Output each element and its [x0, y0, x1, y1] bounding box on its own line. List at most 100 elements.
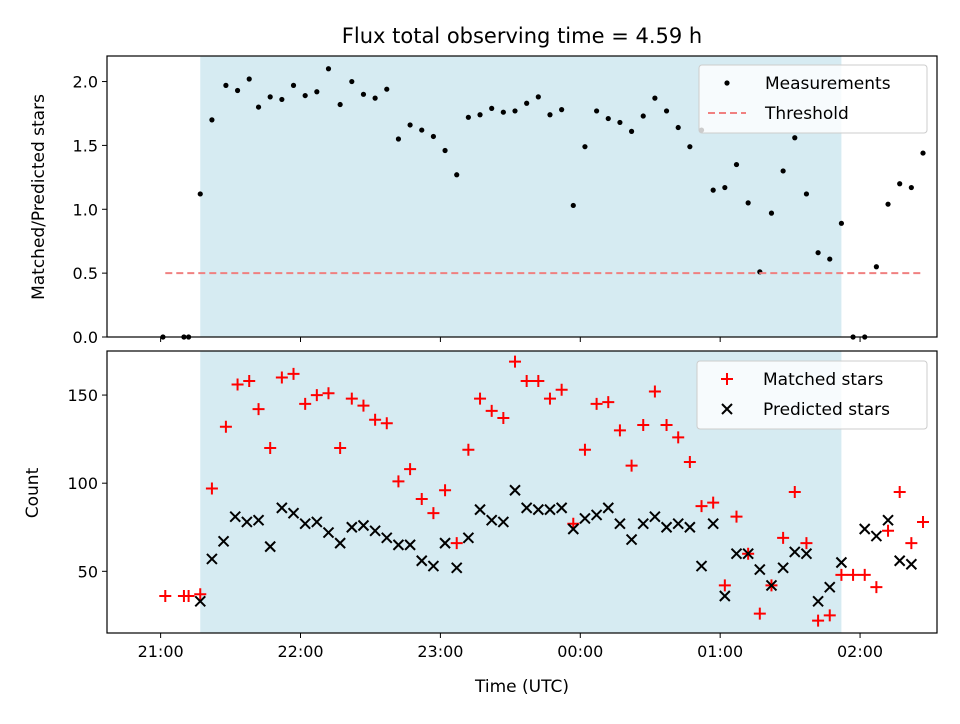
bottom-legend: Matched stars Predicted stars [696, 360, 928, 430]
y-tick-label-0-0: 0.0 [73, 328, 98, 347]
matched-stars-point [392, 475, 405, 488]
matched-stars-point [194, 588, 207, 601]
measurements-point [512, 108, 518, 114]
measurements-point [290, 82, 297, 88]
y-tick-label-1-2: 150 [67, 386, 98, 405]
matched-stars-point [788, 486, 801, 498]
predicted-stars-point [334, 537, 346, 549]
measurements-point [768, 210, 775, 216]
predicted-stars-point [649, 510, 661, 523]
measurements-point [489, 105, 495, 111]
predicted-stars-point [485, 514, 498, 526]
matched-stars-point [812, 614, 825, 627]
matched-stars-point [462, 443, 475, 456]
matched-stars-point [404, 463, 417, 476]
measurements-point [372, 95, 378, 101]
legend-label-measurements: Measurements [765, 74, 891, 94]
measurements-point [314, 89, 320, 95]
predicted-stars-point [824, 581, 836, 593]
matched-stars-point [590, 397, 603, 410]
measurements-point [745, 200, 751, 206]
matched-stars-point [648, 385, 661, 398]
measurements-point [395, 136, 402, 142]
predicted-stars-point [241, 516, 253, 528]
matched-stars-point [231, 378, 244, 391]
predicted-stars-point [392, 539, 405, 551]
legend-label-matched-stars: Matched stars [763, 370, 883, 390]
predicted-stars-point [555, 502, 568, 514]
matched-stars-point [497, 411, 510, 424]
predicted-stars-point [684, 521, 696, 533]
matched-stars-point [485, 404, 498, 417]
predicted-stars-point [369, 525, 381, 537]
measurements-point [920, 150, 926, 156]
predicted-stars-point [276, 502, 288, 514]
measurements-point [640, 113, 646, 119]
measurements-point [337, 101, 343, 108]
measurements-point [477, 112, 483, 118]
matched-stars-point [532, 374, 545, 387]
predicted-stars-point [474, 503, 486, 516]
measurements-point [246, 76, 252, 82]
predicted-stars-point [695, 560, 708, 572]
matched-stars-point [905, 537, 918, 550]
predicted-stars-point [299, 518, 311, 530]
matched-stars-point [613, 424, 626, 437]
predicted-stars-point [614, 518, 626, 530]
predicted-stars-point [381, 532, 393, 544]
predicted-stars-point [812, 595, 824, 607]
predicted-stars-point [544, 503, 556, 516]
matched-stars-point [243, 374, 256, 387]
predicted-stars-point [602, 502, 614, 514]
matched-stars-point [602, 396, 615, 409]
matched-stars-point [299, 397, 312, 410]
matched-stars-point [427, 507, 440, 520]
top-y-axis-label: Matched/Predicted stars [29, 94, 49, 300]
predicted-stars-point [532, 503, 545, 516]
y-tick-label-0-4: 2.0 [73, 73, 98, 92]
predicted-stars-point [206, 553, 218, 565]
matched-stars-point [683, 456, 696, 469]
matched-stars-point [917, 515, 930, 528]
top-legend: Measurements Threshold [698, 64, 928, 134]
measurements-point [442, 147, 448, 154]
bottom-y-axis-label: Count [23, 467, 43, 518]
measurements-point [349, 78, 355, 85]
measurements-point [465, 114, 471, 120]
predicted-stars-point [625, 533, 638, 546]
measurements-point [885, 201, 891, 207]
predicted-stars-point [765, 579, 778, 592]
matched-stars-point [345, 392, 358, 405]
predicted-stars-point [427, 560, 440, 572]
matched-stars-point [322, 387, 335, 400]
measurements-point [570, 202, 576, 209]
matched-stars-point [287, 367, 300, 380]
predicted-stars-point [719, 590, 731, 602]
measurements-point [792, 135, 798, 141]
measurements-point [594, 108, 600, 114]
measurements-point [675, 124, 681, 131]
predicted-stars-point [707, 518, 719, 530]
matched-stars-point [660, 419, 673, 432]
predicted-stars-point [520, 502, 533, 514]
y-tick-label-0-2: 1.0 [73, 200, 98, 219]
measurements-point [710, 187, 716, 193]
predicted-stars-point [859, 523, 871, 535]
measurements-point [582, 144, 588, 150]
predicted-stars-point [322, 526, 335, 539]
legend-marker-measurements [724, 80, 730, 86]
measurements-point [360, 91, 367, 97]
measurements-point [234, 87, 241, 94]
measurements-point [780, 168, 786, 174]
predicted-stars-point [497, 516, 510, 528]
matched-stars-point [334, 441, 347, 454]
predicted-stars-point [509, 484, 521, 496]
chart-title: Flux total observing time = 4.59 h [342, 24, 702, 48]
predicted-stars-point [287, 507, 300, 519]
matched-stars-point [870, 581, 883, 594]
matched-stars-point [219, 420, 232, 433]
matched-stars-point [672, 431, 685, 444]
predicted-stars-point [404, 539, 416, 551]
measurements-point [325, 66, 332, 72]
predicted-stars-point [754, 563, 766, 576]
